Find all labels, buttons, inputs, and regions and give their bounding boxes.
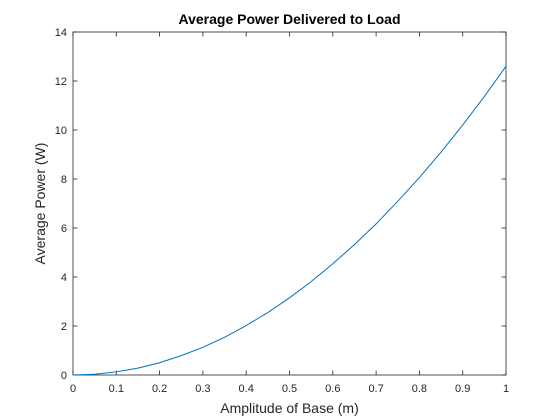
y-tick-label: 10 xyxy=(55,125,67,137)
y-tick-label: 12 xyxy=(55,76,67,88)
y-tick-label: 8 xyxy=(61,174,67,186)
x-tick-label: 0.2 xyxy=(152,383,167,395)
x-axis-title: Amplitude of Base (m) xyxy=(220,400,359,416)
series-line xyxy=(72,66,507,376)
x-tick-label: 0 xyxy=(70,383,76,395)
y-tick-label: 2 xyxy=(61,321,67,333)
x-tick-label: 0.1 xyxy=(109,383,124,395)
x-tick-label: 0.3 xyxy=(195,383,210,395)
x-tick-label: 0.7 xyxy=(368,383,383,395)
x-tick-label: 0.9 xyxy=(455,383,470,395)
x-tick-label: 0.8 xyxy=(412,383,427,395)
y-axis: 0 2 4 6 8 10 12 14 xyxy=(55,27,506,382)
x-tick-label: 1 xyxy=(503,383,509,395)
y-axis-title: Average Power (W) xyxy=(32,143,48,265)
y-tick-label: 0 xyxy=(61,370,67,382)
x-axis: 0 0.1 0.2 0.3 0.4 0.5 0.6 0.7 0.8 0.9 1 xyxy=(70,32,509,395)
plot-area xyxy=(72,31,507,376)
plot-frame xyxy=(72,31,507,376)
x-tick-label: 0.4 xyxy=(239,383,254,395)
y-tick-label: 14 xyxy=(55,27,67,39)
x-tick-label: 0.6 xyxy=(325,383,340,395)
x-tick-label: 0.5 xyxy=(282,383,297,395)
y-tick-label: 4 xyxy=(61,272,67,284)
y-tick-label: 6 xyxy=(61,223,67,235)
chart-title: Average Power Delivered to Load xyxy=(179,11,401,27)
